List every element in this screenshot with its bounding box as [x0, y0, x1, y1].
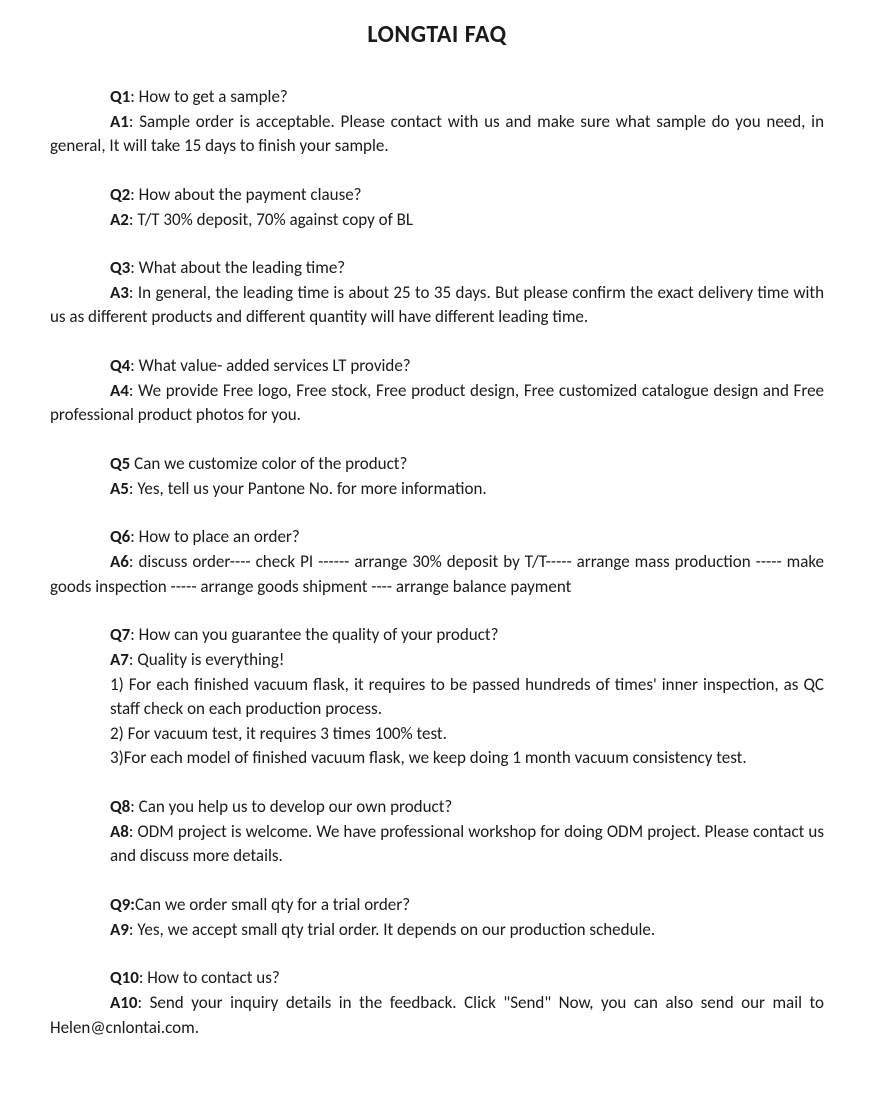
faq-question: Q2: How about the payment clause?: [50, 183, 824, 208]
faq-item: Q10: How to contact us?A10: Send your in…: [50, 966, 824, 1040]
faq-a-label: A7: [110, 649, 129, 670]
faq-question: Q8: Can you help us to develop our own p…: [50, 795, 824, 820]
faq-a-label: A6: [110, 551, 129, 572]
faq-question: Q10: How to contact us?: [50, 966, 824, 991]
faq-answer-sub: 1) For each finished vacuum flask, it re…: [50, 673, 824, 722]
faq-a-text: : T/T 30% deposit, 70% against copy of B…: [129, 209, 413, 230]
faq-a-label: A5: [110, 478, 129, 499]
faq-a-label: A3: [110, 282, 129, 303]
faq-answer: A2: T/T 30% deposit, 70% against copy of…: [50, 208, 824, 233]
faq-q-text: Can we order small qty for a trial order…: [135, 894, 410, 915]
faq-answer: A9: Yes, we accept small qty trial order…: [50, 918, 824, 943]
faq-q-label: Q10: [110, 967, 139, 988]
faq-a-text: : Send your inquiry details in the feedb…: [50, 992, 824, 1038]
faq-answer-sub: 2) For vacuum test, it requires 3 times …: [50, 722, 824, 747]
faq-q-label: Q1: [110, 86, 130, 107]
faq-answer: A6: discuss order---- check PI ------ ar…: [50, 550, 824, 599]
faq-a-label: A9: [110, 919, 129, 940]
faq-item: Q5 Can we customize color of the product…: [50, 452, 824, 501]
faq-a-label: A4: [110, 380, 129, 401]
faq-answer: A10: Send your inquiry details in the fe…: [50, 991, 824, 1040]
faq-question: Q7: How can you guarantee the quality of…: [50, 623, 824, 648]
faq-a-text: : Sample order is acceptable. Please con…: [50, 111, 824, 157]
faq-answer: A5: Yes, tell us your Pantone No. for mo…: [50, 477, 824, 502]
faq-a-label: A10: [110, 992, 138, 1013]
page-title: LONGTAI FAQ: [50, 20, 824, 49]
faq-list: Q1: How to get a sample?A1: Sample order…: [50, 85, 824, 1040]
faq-q-text: : How to get a sample?: [130, 86, 288, 107]
faq-a-text: : Yes, we accept small qty trial order. …: [129, 919, 655, 940]
faq-answer-sub: 3)For each model of finished vacuum flas…: [50, 746, 824, 771]
faq-q-text: : How to contact us?: [139, 967, 280, 988]
faq-question: Q4: What value- added services LT provid…: [50, 354, 824, 379]
faq-answer: A7: Quality is everything!: [50, 648, 824, 673]
faq-item: Q4: What value- added services LT provid…: [50, 354, 824, 428]
faq-item: Q1: How to get a sample?A1: Sample order…: [50, 85, 824, 159]
faq-q-text: : How about the payment clause?: [130, 184, 361, 205]
faq-q-text: : What about the leading time?: [130, 257, 345, 278]
faq-item: Q8: Can you help us to develop our own p…: [50, 795, 824, 869]
faq-answer: A8: ODM project is welcome. We have prof…: [50, 820, 824, 869]
faq-question: Q6: How to place an order?: [50, 525, 824, 550]
faq-q-label: Q4: [110, 355, 130, 376]
faq-q-text: : What value- added services LT provide?: [130, 355, 410, 376]
faq-question: Q3: What about the leading time?: [50, 256, 824, 281]
faq-q-text: Can we customize color of the product?: [130, 453, 407, 474]
faq-q-text: : How to place an order?: [130, 526, 299, 547]
faq-q-label: Q6: [110, 526, 130, 547]
faq-answer: A1: Sample order is acceptable. Please c…: [50, 110, 824, 159]
faq-q-label: Q8: [110, 796, 130, 817]
faq-q-label: Q9:: [110, 894, 135, 915]
faq-a-text: : Quality is everything!: [129, 649, 284, 670]
faq-answer: A4: We provide Free logo, Free stock, Fr…: [50, 379, 824, 428]
faq-a-label: A1: [110, 111, 129, 132]
faq-item: Q2: How about the payment clause?A2: T/T…: [50, 183, 824, 232]
faq-question: Q1: How to get a sample?: [50, 85, 824, 110]
faq-question: Q5 Can we customize color of the product…: [50, 452, 824, 477]
faq-question: Q9:Can we order small qty for a trial or…: [50, 893, 824, 918]
faq-item: Q7: How can you guarantee the quality of…: [50, 623, 824, 771]
faq-q-text: : How can you guarantee the quality of y…: [130, 624, 498, 645]
faq-item: Q6: How to place an order?A6: discuss or…: [50, 525, 824, 599]
faq-item: Q9:Can we order small qty for a trial or…: [50, 893, 824, 942]
faq-a-label: A8: [110, 821, 129, 842]
faq-a-text: : We provide Free logo, Free stock, Free…: [50, 380, 824, 426]
faq-answer: A3: In general, the leading time is abou…: [50, 281, 824, 330]
faq-a-text: : ODM project is welcome. We have profes…: [110, 821, 824, 867]
faq-item: Q3: What about the leading time?A3: In g…: [50, 256, 824, 330]
faq-q-text: : Can you help us to develop our own pro…: [130, 796, 452, 817]
faq-q-label: Q2: [110, 184, 130, 205]
faq-q-label: Q7: [110, 624, 130, 645]
faq-q-label: Q5: [110, 453, 130, 474]
faq-a-label: A2: [110, 209, 129, 230]
faq-q-label: Q3: [110, 257, 130, 278]
faq-a-text: : Yes, tell us your Pantone No. for more…: [129, 478, 487, 499]
faq-a-text: : discuss order---- check PI ------ arra…: [50, 551, 824, 597]
faq-a-text: : In general, the leading time is about …: [50, 282, 824, 328]
